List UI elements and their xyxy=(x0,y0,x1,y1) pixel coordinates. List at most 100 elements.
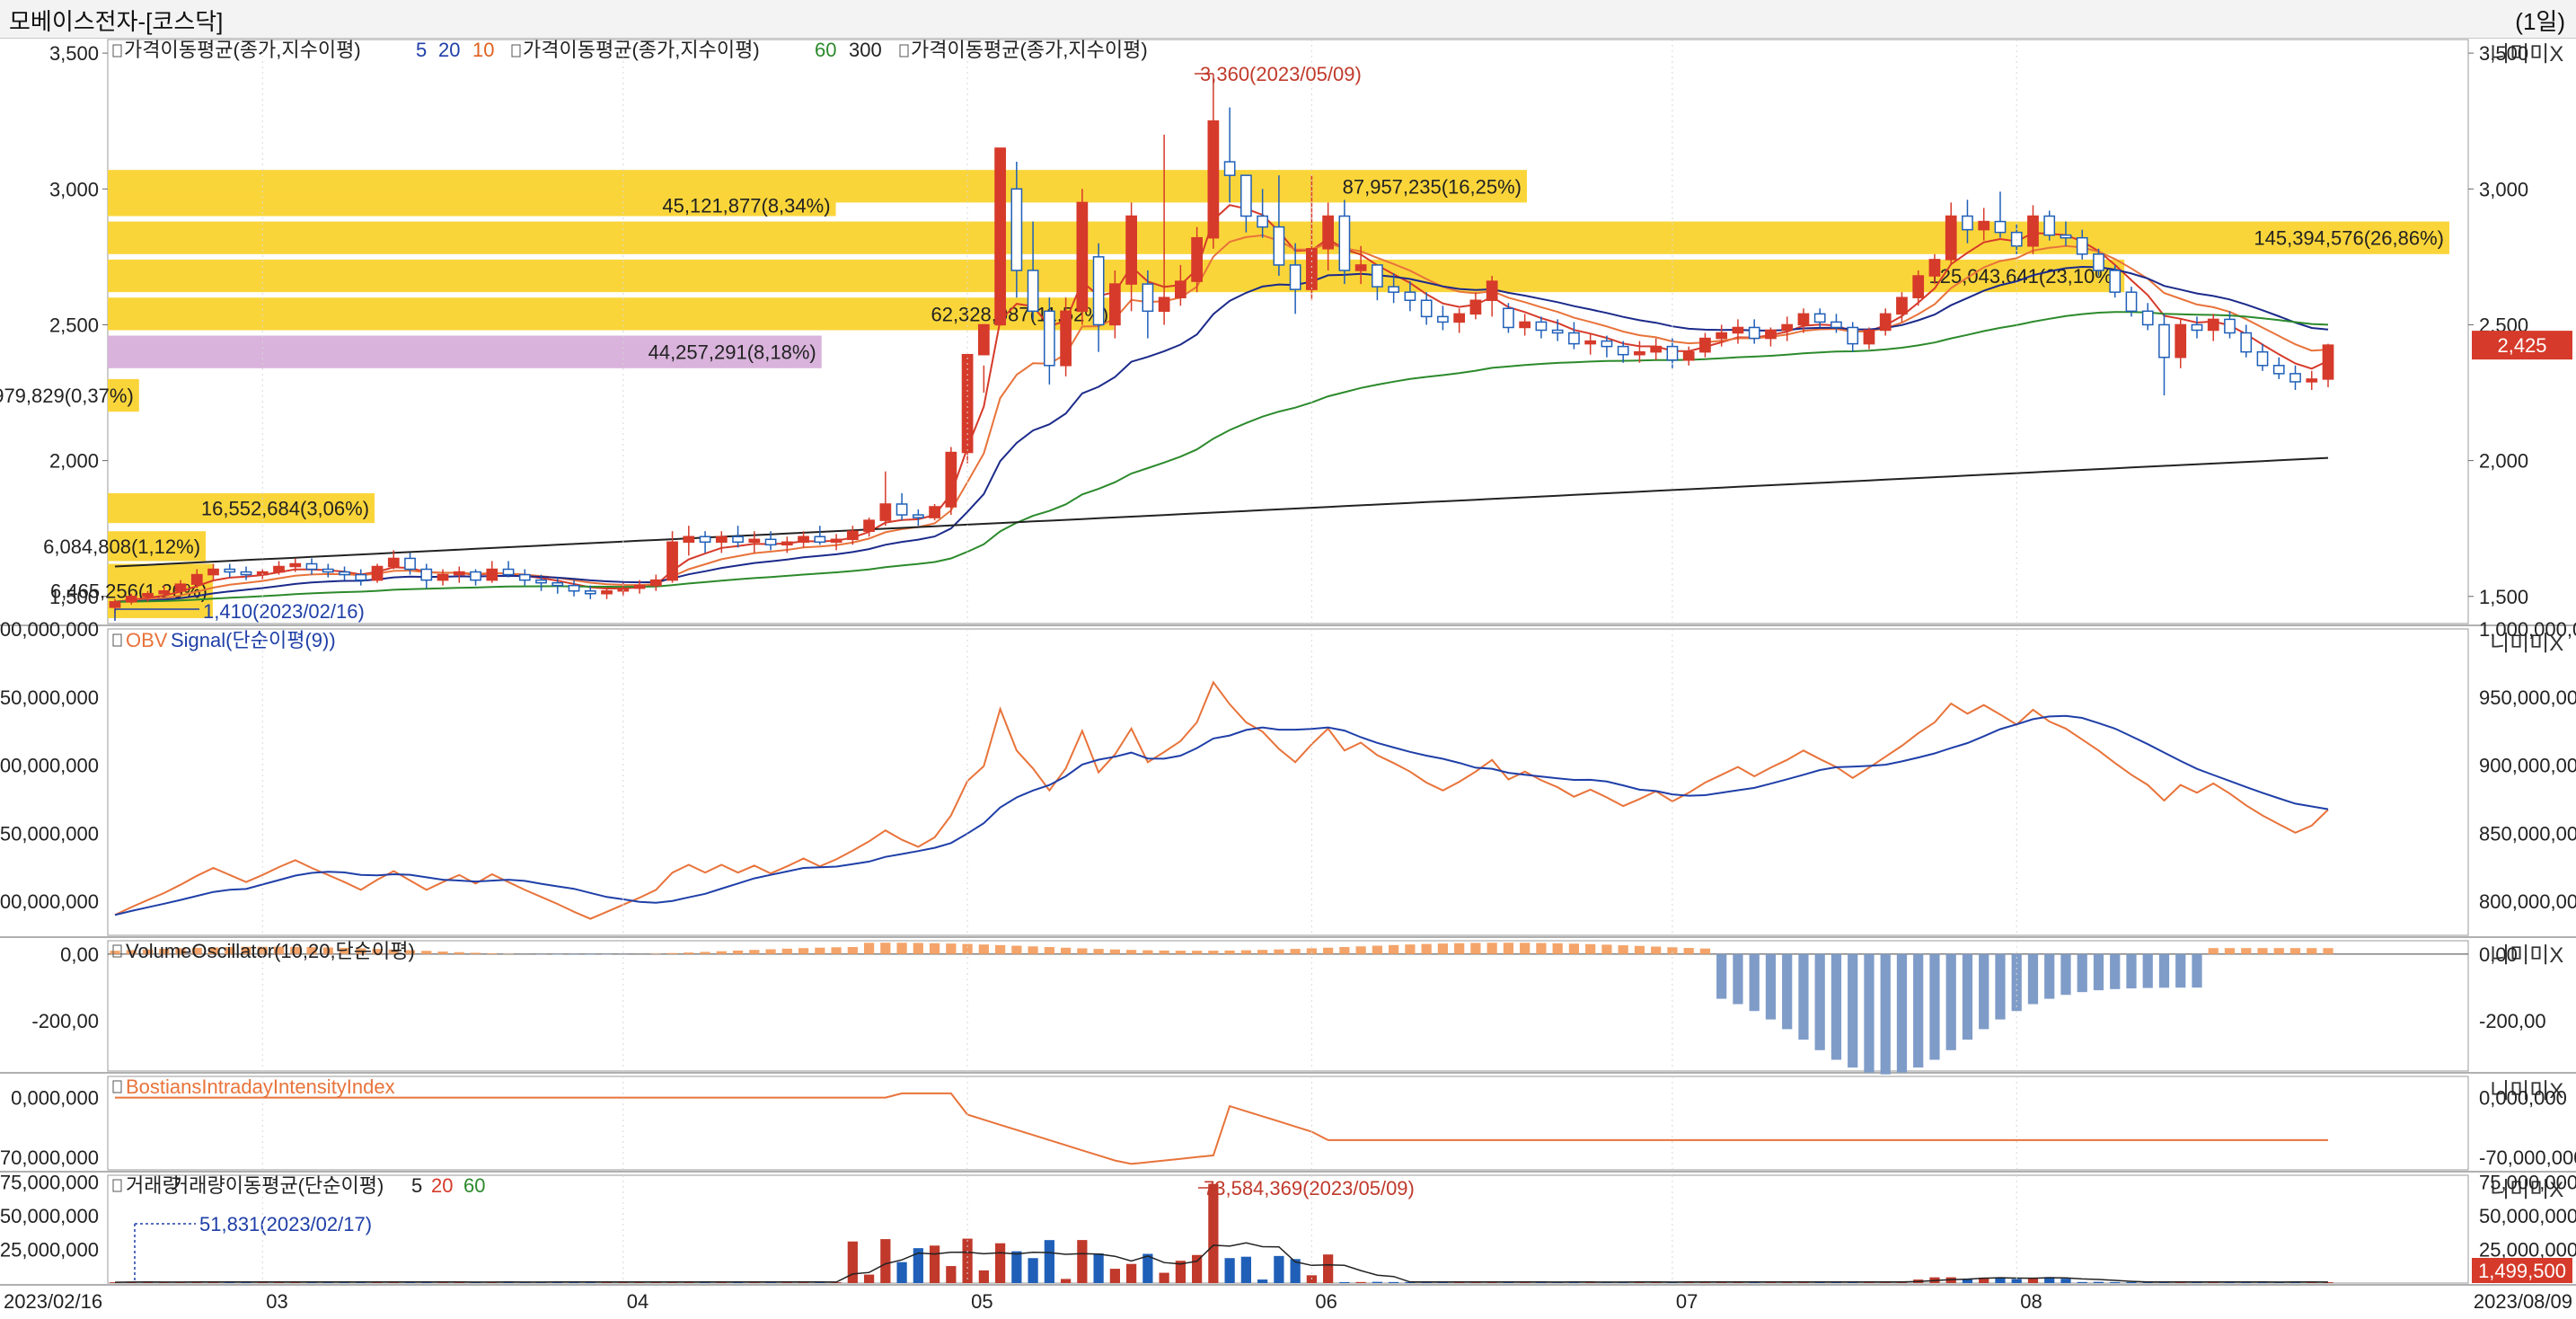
candle xyxy=(1748,326,1760,340)
candle xyxy=(109,601,121,608)
volume-oscillator-bar xyxy=(1028,946,1038,954)
candle xyxy=(798,536,809,544)
volume-oscillator-bar xyxy=(487,952,498,954)
volume-bar xyxy=(1257,1279,1268,1283)
volume-oscillator-bar xyxy=(1568,943,1580,954)
volume-bar xyxy=(2077,1281,2087,1283)
candle xyxy=(846,530,859,541)
candle xyxy=(1322,215,1335,250)
volume-oscillator-bar xyxy=(290,946,301,954)
y-tick-label: 75,000,000 xyxy=(2479,1172,2576,1194)
candle xyxy=(2306,378,2318,383)
volume-oscillator-bar xyxy=(207,947,219,954)
legend-label: 가격이동평균(종가,지수이평) xyxy=(523,39,760,61)
volume-bar xyxy=(1109,1269,1120,1283)
candle xyxy=(1584,340,1597,345)
period-label[interactable]: (1일) xyxy=(2515,8,2565,35)
y-tick-label: 3,000 xyxy=(2479,178,2528,200)
volume-oscillator-bar xyxy=(1224,950,1235,954)
volume-oscillator-bar xyxy=(1782,953,1793,1030)
candle xyxy=(1158,297,1170,313)
volume-bar xyxy=(2110,1281,2121,1283)
candle xyxy=(1469,299,1482,315)
candle xyxy=(568,584,580,592)
candle xyxy=(912,514,924,518)
candle xyxy=(633,584,646,589)
volume-oscillator-bar xyxy=(257,946,268,954)
candle xyxy=(1699,337,1711,353)
candle xyxy=(371,565,384,581)
candle xyxy=(1831,321,1842,329)
volume-bar xyxy=(1240,1256,1251,1283)
volume-profile-bar-4 xyxy=(108,297,1115,331)
volume-bar xyxy=(1224,1258,1235,1283)
panel-buttons[interactable]: 니미미X xyxy=(2490,943,2563,968)
volume-oscillator-bar xyxy=(585,953,595,955)
candle xyxy=(584,589,596,595)
volume-oscillator-bar xyxy=(1044,947,1054,954)
panel-buttons[interactable]: 니미미X xyxy=(2490,1079,2563,1103)
volume-oscillator-bar xyxy=(913,943,923,954)
candle xyxy=(486,568,498,581)
y-tick-label: 800,000,000- xyxy=(2479,890,2576,913)
candle xyxy=(1535,321,1548,332)
candle xyxy=(1617,345,1629,356)
volume-oscillator-bar xyxy=(896,943,907,954)
panel-title: BostiansIntradayIntensityIndex xyxy=(126,1076,395,1098)
y-tick-label: -70,000,000 xyxy=(2479,1146,2576,1169)
y-tick-label: 0,00 xyxy=(2479,943,2518,966)
high-annotation: 3,360(2023/05/09) xyxy=(1200,63,1362,85)
candle xyxy=(1682,350,1695,361)
candle xyxy=(1896,297,1908,315)
volume-oscillator-bar xyxy=(2208,948,2219,954)
legend-icon xyxy=(112,944,122,958)
volume-oscillator-bar xyxy=(815,947,825,954)
panel-buttons[interactable]: 니미미X xyxy=(2490,42,2563,66)
candle xyxy=(1223,161,1236,176)
volume-oscillator-bar xyxy=(1060,947,1072,954)
volume-oscillator-bar xyxy=(1257,950,1268,954)
y-tick-label: 900,000,000- xyxy=(2479,755,2576,777)
volume-oscillator-bar xyxy=(732,950,744,954)
volume-profile-bar-8 xyxy=(108,531,207,562)
volume-bar xyxy=(1979,1277,1989,1283)
candle xyxy=(1092,256,1105,326)
volume-oscillator-bar xyxy=(1290,949,1301,954)
candle xyxy=(305,562,318,571)
panel-frame-1 xyxy=(107,628,2469,936)
candle xyxy=(1847,326,1859,345)
volume-oscillator-bar xyxy=(1945,953,1956,1050)
panel-buttons[interactable]: 니미미X xyxy=(2490,1178,2563,1202)
volume-oscillator-bar xyxy=(372,949,383,954)
volume-profile-label: 44,257,291(8,18%) xyxy=(648,341,816,364)
volume-bar xyxy=(1044,1240,1054,1283)
volume-ma-line xyxy=(114,1242,2329,1283)
volume-profile-label: 87,957,235(16,25%) xyxy=(1343,175,1522,198)
candle xyxy=(207,568,219,576)
candle xyxy=(125,596,137,603)
volume-bar xyxy=(2093,1281,2104,1283)
volume-bar xyxy=(110,1282,120,1283)
volume-oscillator-bar xyxy=(1585,943,1596,954)
current-price-tag xyxy=(2472,331,2572,360)
y-tick-label: 1,500 xyxy=(49,586,99,608)
volume-bar xyxy=(1995,1277,2006,1283)
panel-buttons[interactable]: 니미미X xyxy=(2490,632,2563,656)
volume-oscillator-bar xyxy=(831,947,842,954)
volume-bar xyxy=(978,1270,989,1283)
candle xyxy=(1519,321,1531,329)
volume-oscillator-bar xyxy=(1240,950,1251,954)
candle xyxy=(945,451,957,508)
volume-profile-label: 125,043,641(23,10%) xyxy=(1929,265,2120,288)
volume-bar xyxy=(962,1238,973,1283)
volume-oscillator-bar xyxy=(781,948,792,954)
volume-bar xyxy=(1339,1281,1350,1283)
candle xyxy=(1404,291,1416,301)
candle xyxy=(1551,329,1564,334)
x-end-date: 2023/08/09 xyxy=(2474,1290,2572,1313)
candle xyxy=(961,353,974,454)
candle xyxy=(289,562,302,568)
obv-signal-line xyxy=(114,714,2329,916)
panel-frame-2 xyxy=(107,940,2469,1072)
